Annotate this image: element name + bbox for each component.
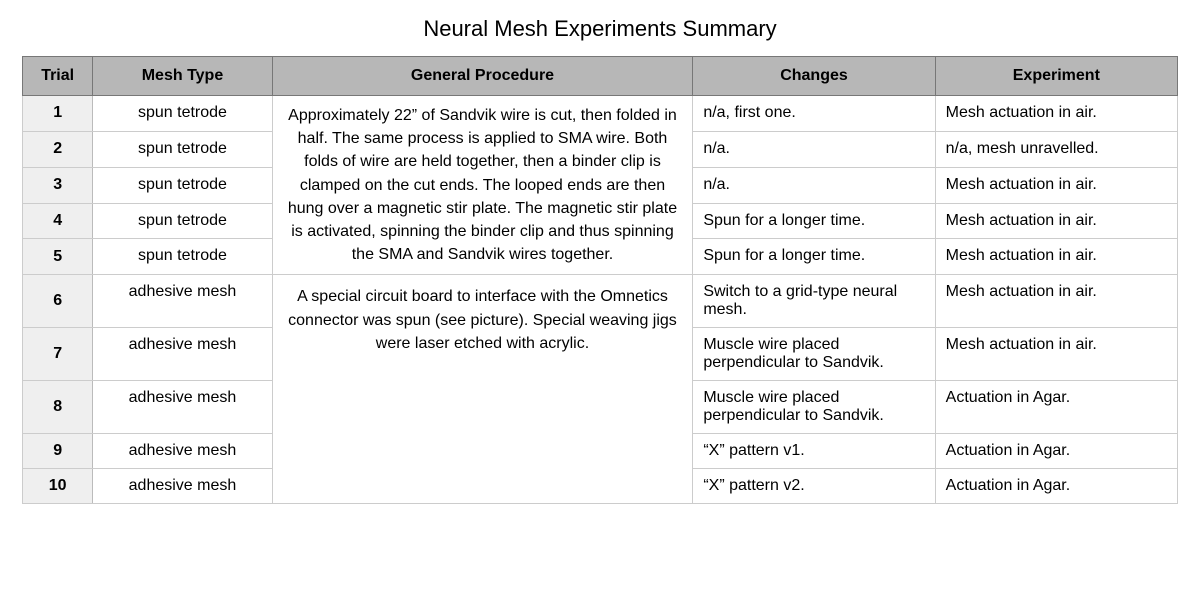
cell-changes: Spun for a longer time. [693, 203, 935, 239]
cell-trial: 10 [23, 469, 93, 504]
cell-mesh: adhesive mesh [93, 469, 272, 504]
cell-changes: n/a. [693, 167, 935, 203]
cell-trial: 3 [23, 167, 93, 203]
table-header-row: Trial Mesh Type General Procedure Change… [23, 57, 1178, 96]
table-body: 1 spun tetrode Approximately 22” of Sand… [23, 96, 1178, 504]
cell-trial: 1 [23, 96, 93, 132]
cell-mesh: adhesive mesh [93, 328, 272, 381]
cell-mesh: adhesive mesh [93, 434, 272, 469]
cell-procedure-adhesive: A special circuit board to interface wit… [272, 275, 693, 504]
cell-changes: “X” pattern v2. [693, 469, 935, 504]
page-container: Neural Mesh Experiments Summary Trial Me… [0, 0, 1200, 528]
cell-experiment: Mesh actuation in air. [935, 328, 1177, 381]
cell-trial: 5 [23, 239, 93, 275]
col-trial: Trial [23, 57, 93, 96]
table-row: 1 spun tetrode Approximately 22” of Sand… [23, 96, 1178, 132]
cell-changes: n/a, first one. [693, 96, 935, 132]
page-title: Neural Mesh Experiments Summary [22, 16, 1178, 42]
table-row: 6 adhesive mesh A special circuit board … [23, 275, 1178, 328]
col-mesh-type: Mesh Type [93, 57, 272, 96]
cell-experiment: Actuation in Agar. [935, 381, 1177, 434]
cell-trial: 4 [23, 203, 93, 239]
cell-trial: 9 [23, 434, 93, 469]
cell-trial: 8 [23, 381, 93, 434]
cell-mesh: spun tetrode [93, 96, 272, 132]
cell-experiment: Mesh actuation in air. [935, 167, 1177, 203]
cell-changes: “X” pattern v1. [693, 434, 935, 469]
cell-procedure-spun: Approximately 22” of Sandvik wire is cut… [272, 96, 693, 275]
cell-experiment: Mesh actuation in air. [935, 203, 1177, 239]
cell-mesh: spun tetrode [93, 131, 272, 167]
cell-experiment: n/a, mesh unravelled. [935, 131, 1177, 167]
cell-trial: 7 [23, 328, 93, 381]
cell-changes: Spun for a longer time. [693, 239, 935, 275]
cell-trial: 6 [23, 275, 93, 328]
cell-mesh: adhesive mesh [93, 381, 272, 434]
cell-changes: Switch to a grid-type neural mesh. [693, 275, 935, 328]
col-procedure: General Procedure [272, 57, 693, 96]
cell-experiment: Mesh actuation in air. [935, 239, 1177, 275]
cell-experiment: Actuation in Agar. [935, 434, 1177, 469]
cell-changes: n/a. [693, 131, 935, 167]
table-header: Trial Mesh Type General Procedure Change… [23, 57, 1178, 96]
cell-trial: 2 [23, 131, 93, 167]
cell-mesh: spun tetrode [93, 239, 272, 275]
cell-changes: Muscle wire placed perpendicular to Sand… [693, 381, 935, 434]
cell-mesh: adhesive mesh [93, 275, 272, 328]
cell-experiment: Mesh actuation in air. [935, 275, 1177, 328]
experiments-table: Trial Mesh Type General Procedure Change… [22, 56, 1178, 504]
col-changes: Changes [693, 57, 935, 96]
cell-mesh: spun tetrode [93, 203, 272, 239]
cell-experiment: Actuation in Agar. [935, 469, 1177, 504]
col-experiment: Experiment [935, 57, 1177, 96]
cell-changes: Muscle wire placed perpendicular to Sand… [693, 328, 935, 381]
cell-experiment: Mesh actuation in air. [935, 96, 1177, 132]
cell-mesh: spun tetrode [93, 167, 272, 203]
